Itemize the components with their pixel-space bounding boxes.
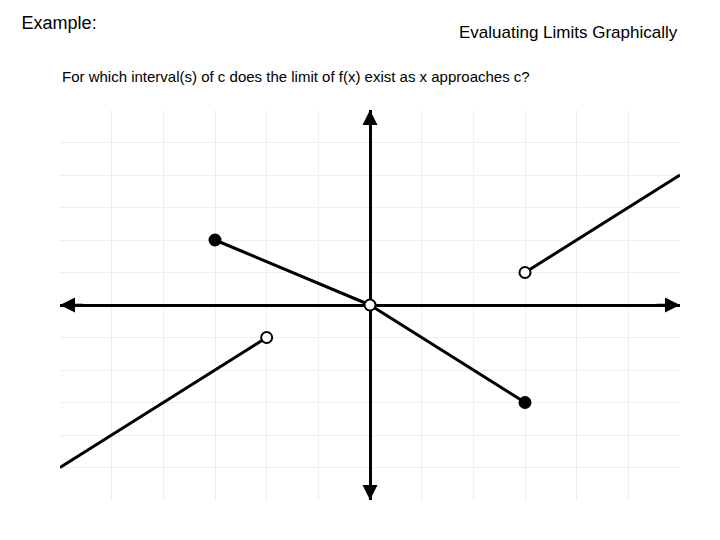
svg-text:For which interval(s) of c doe: For which interval(s) of c does the limi…: [62, 68, 530, 85]
svg-text:Example:: Example:: [22, 13, 97, 33]
svg-text:Evaluating Limits Graphically: Evaluating Limits Graphically: [459, 23, 678, 42]
